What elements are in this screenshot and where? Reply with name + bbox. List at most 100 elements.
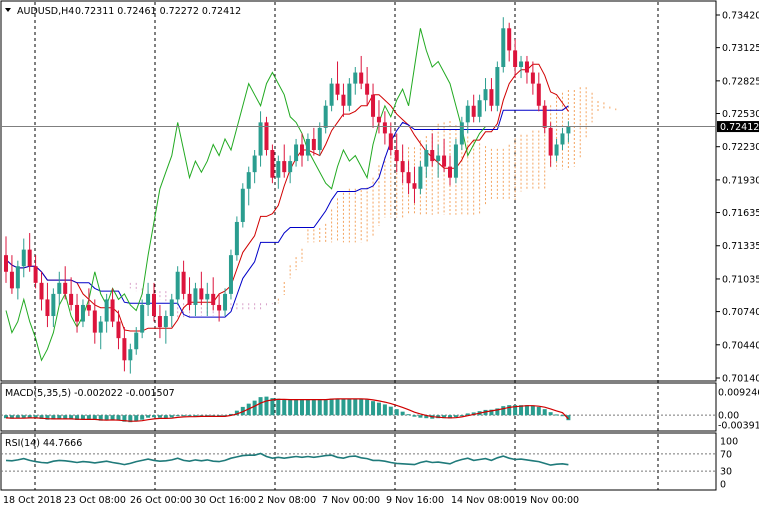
rsi-tick-label: 0 <box>720 480 726 491</box>
macd-tick-label: 0.00 <box>718 411 739 422</box>
rsi-tick-label: 70 <box>720 449 732 460</box>
candle-body <box>459 122 464 145</box>
chart-ohlc: 0.72311 0.72461 0.72272 0.72412 <box>75 6 241 17</box>
macd-bar <box>264 396 269 416</box>
macd-bar <box>519 405 524 416</box>
macd-bar <box>406 414 411 416</box>
candle-body <box>146 293 151 305</box>
candle-body <box>199 288 204 300</box>
macd-bar <box>51 415 56 420</box>
macd-bar <box>9 415 14 419</box>
candle-body <box>477 100 482 117</box>
current-price-label: 0.72412 <box>720 122 759 133</box>
candle-body <box>412 183 417 189</box>
candle-body <box>382 122 387 134</box>
time-tick-label: 9 Nov 16:00 <box>386 495 444 506</box>
candle-body <box>228 255 233 294</box>
candle-body <box>181 271 186 294</box>
macd-bar <box>45 415 50 420</box>
candle-body <box>276 161 281 178</box>
macd-bar <box>424 415 429 419</box>
macd-bar <box>382 404 387 416</box>
macd-bar <box>258 397 263 416</box>
macd-bar <box>104 415 109 421</box>
macd-bar <box>365 399 370 416</box>
macd-bar <box>300 399 304 416</box>
macd-bar <box>181 415 186 417</box>
macd-bar <box>228 413 233 416</box>
candle-body <box>311 138 316 151</box>
candle-body <box>51 293 56 317</box>
dropdown-triangle-icon[interactable] <box>5 8 11 12</box>
macd-bar <box>282 399 287 416</box>
candle-body <box>394 150 399 162</box>
candle-body <box>211 293 216 305</box>
macd-bar <box>75 415 80 420</box>
candle-body <box>128 349 133 361</box>
macd-bar <box>92 415 97 420</box>
macd-bar <box>63 415 68 419</box>
macd-signal-line <box>5 398 569 422</box>
candle-body <box>524 61 529 73</box>
macd-bar <box>507 405 512 416</box>
macd-bar <box>323 399 328 416</box>
macd-bar <box>175 415 180 417</box>
macd-bar <box>548 412 553 416</box>
candle-body <box>169 299 174 317</box>
macd-bar <box>376 402 381 416</box>
macd-bar <box>169 415 174 418</box>
candle-body <box>217 304 222 311</box>
time-tick-label: 7 Nov 00:00 <box>322 495 380 506</box>
price-tick-label: 0.71930 <box>722 175 759 186</box>
candle-body <box>300 144 304 156</box>
macd-series: 0.009246 0.00-0.003916 <box>1 388 759 432</box>
candle-body <box>376 116 381 123</box>
macd-bar <box>542 409 547 416</box>
candle-body <box>39 282 44 300</box>
macd-bar <box>294 399 299 416</box>
macd-bar <box>560 415 565 417</box>
candle-body <box>98 321 103 333</box>
rsi-tick-label: 30 <box>720 467 732 478</box>
candle-body <box>4 255 8 272</box>
candle-body <box>513 50 518 68</box>
main-pane-frame <box>0 0 717 382</box>
candle-body <box>288 161 293 173</box>
candle-body <box>317 127 322 151</box>
macd-bar <box>566 415 571 421</box>
candle-body <box>152 293 156 317</box>
macd-bar <box>270 398 275 416</box>
macd-bar <box>157 415 162 418</box>
macd-bar <box>33 415 38 419</box>
macd-bar <box>252 400 257 416</box>
macd-bar <box>353 398 358 416</box>
macd-bar <box>223 415 228 417</box>
macd-bar <box>311 399 316 416</box>
time-tick-label: 18 Oct 2018 <box>3 495 62 506</box>
candle-body <box>406 172 411 184</box>
candle-body <box>483 89 488 101</box>
macd-bar <box>453 415 458 418</box>
price-tick-label: 0.72230 <box>722 142 759 153</box>
macd-bar <box>21 415 26 418</box>
candle-body <box>430 150 435 162</box>
candle-body <box>15 266 20 289</box>
candle-body <box>442 155 447 167</box>
candle-body <box>554 144 559 156</box>
macd-bar <box>536 406 541 416</box>
macd-bar <box>288 399 293 416</box>
macd-bar <box>27 415 32 418</box>
candle-body <box>75 304 80 322</box>
candle-body <box>465 105 470 123</box>
time-tick-label: 26 Oct 00:00 <box>130 495 192 506</box>
candle-body <box>264 122 269 151</box>
candle-body <box>110 299 115 322</box>
candle-body <box>359 72 364 84</box>
macd-bar <box>305 399 310 416</box>
candle-body <box>21 249 26 267</box>
candle-body <box>365 83 370 95</box>
price-tick-label: 0.70740 <box>722 307 759 318</box>
rsi-pane-frame <box>0 432 717 491</box>
macd-bar <box>15 415 20 419</box>
